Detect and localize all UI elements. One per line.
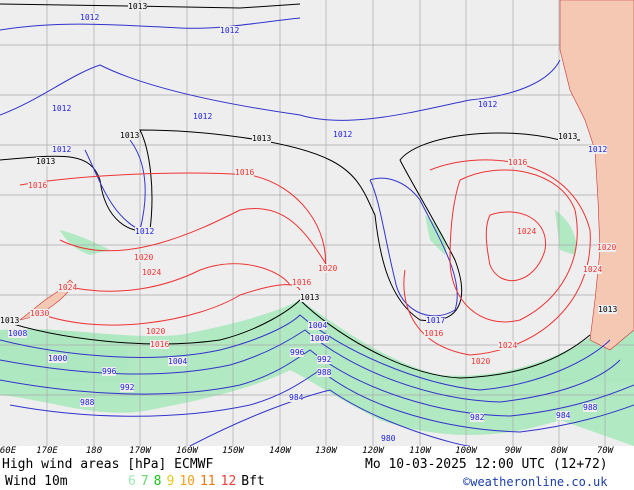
isobar-label: 1012 (478, 100, 498, 109)
isobar-label: 1013 (120, 131, 140, 140)
longitude-label: 60E (0, 446, 17, 456)
isobar-label: 1012 (220, 26, 240, 35)
isobar-label: 1020 (134, 253, 154, 262)
bft-level: 9 (166, 474, 175, 489)
isobar-label: 1020 (597, 243, 617, 252)
wind-area (555, 210, 577, 255)
isobar-label: 988 (317, 368, 332, 377)
isobar-label: 992 (120, 383, 135, 392)
isobar-label: 996 (102, 367, 117, 376)
longitude-label: 160W (176, 446, 198, 456)
longitude-label: 70W (596, 446, 614, 456)
isobar-label: 984 (289, 393, 304, 402)
isobar-label: 1024 (517, 227, 537, 236)
isobar-label: 1012 (135, 227, 155, 236)
isobar-label: 1012 (588, 145, 608, 154)
isobar-label: 1020 (146, 327, 166, 336)
isobar-label: 1013 (252, 134, 272, 143)
map-title: High wind areas [hPa] ECMWF (2, 457, 214, 472)
isobar-label: 1012 (333, 130, 353, 139)
map-canvas (0, 0, 634, 447)
isobar-label: 1000 (310, 334, 330, 343)
isobar-label: 1017 (426, 316, 446, 325)
isobar-label: 1016 (292, 278, 312, 287)
bft-level: 8 (153, 474, 162, 489)
longitude-label: 120W (362, 446, 384, 456)
longitude-label: 80W (550, 446, 568, 456)
longitude-label: 100W (455, 446, 477, 456)
bft-level: 6 (128, 474, 136, 489)
bft-level: 12 (220, 474, 237, 489)
isobar-label: 980 (381, 434, 396, 443)
longitude-label: 110W (409, 446, 431, 456)
longitude-label: 170W (129, 446, 151, 456)
isobar-label: 1000 (48, 354, 68, 363)
isobar-label: 1020 (471, 357, 491, 366)
credit-link[interactable]: ©weatheronline.co.uk (463, 475, 608, 489)
isobar-label: 1013 (558, 132, 578, 141)
weather-map[interactable] (0, 0, 634, 447)
longitude-label: 180 (85, 446, 103, 456)
isobar-label: 1012 (193, 112, 213, 121)
legend-label: Wind 10m (5, 474, 68, 489)
isobar-label: 1012 (52, 145, 72, 154)
isobar-label: 1012 (80, 13, 100, 22)
isobar-label: 1016 (235, 168, 255, 177)
isobar-label: 1024 (58, 283, 78, 292)
bft-level: 10 (179, 474, 195, 489)
longitude-label: 150W (222, 446, 244, 456)
longitude-label: 170E (36, 446, 58, 456)
isobar-label: 988 (80, 398, 95, 407)
isobar-label: 1020 (318, 264, 338, 273)
isobar-label: 1004 (308, 321, 328, 330)
longitude-label: 90W (504, 446, 522, 456)
isobar-label: 992 (317, 355, 332, 364)
isobar-label: 988 (583, 403, 598, 412)
isobar-label: 1016 (150, 340, 170, 349)
isobar-label: 1016 (28, 181, 48, 190)
isobar-label: 1016 (508, 158, 528, 167)
bft-level: 11 (199, 474, 216, 489)
isobar-label: 1012 (52, 104, 72, 113)
wind-area (425, 215, 447, 255)
longitude-label: 130W (315, 446, 337, 456)
isobar-label: 996 (290, 348, 305, 357)
isobar-label: 1013 (598, 305, 618, 314)
isobar-label: 1013 (0, 316, 20, 325)
bft-level: 7 (140, 474, 149, 489)
isobar-label: 982 (470, 413, 485, 422)
bft-scale: 6 7 8 9 10 11 12 Bft (128, 474, 270, 489)
isobar-label: 1024 (142, 268, 162, 277)
south-america (559, 0, 634, 351)
isobar-label: 1024 (498, 341, 518, 350)
longitude-label: 140W (269, 446, 291, 456)
isobar-label: 1008 (8, 329, 28, 338)
valid-time: Mo 10-03-2025 12:00 UTC (12+72) (365, 457, 608, 472)
isobar-label: 1013 (36, 157, 56, 166)
wind-area (60, 230, 110, 255)
isobar-label: 1004 (168, 357, 188, 366)
isobar-label: 1013 (300, 293, 320, 302)
isobar-label: 1024 (583, 265, 603, 274)
bft-unit: Bft (241, 474, 265, 489)
isobar-label: 1016 (424, 329, 444, 338)
isobar-label: 984 (556, 411, 571, 420)
isobar-label: 1030 (30, 309, 50, 318)
isobar-label: 1013 (128, 2, 148, 11)
